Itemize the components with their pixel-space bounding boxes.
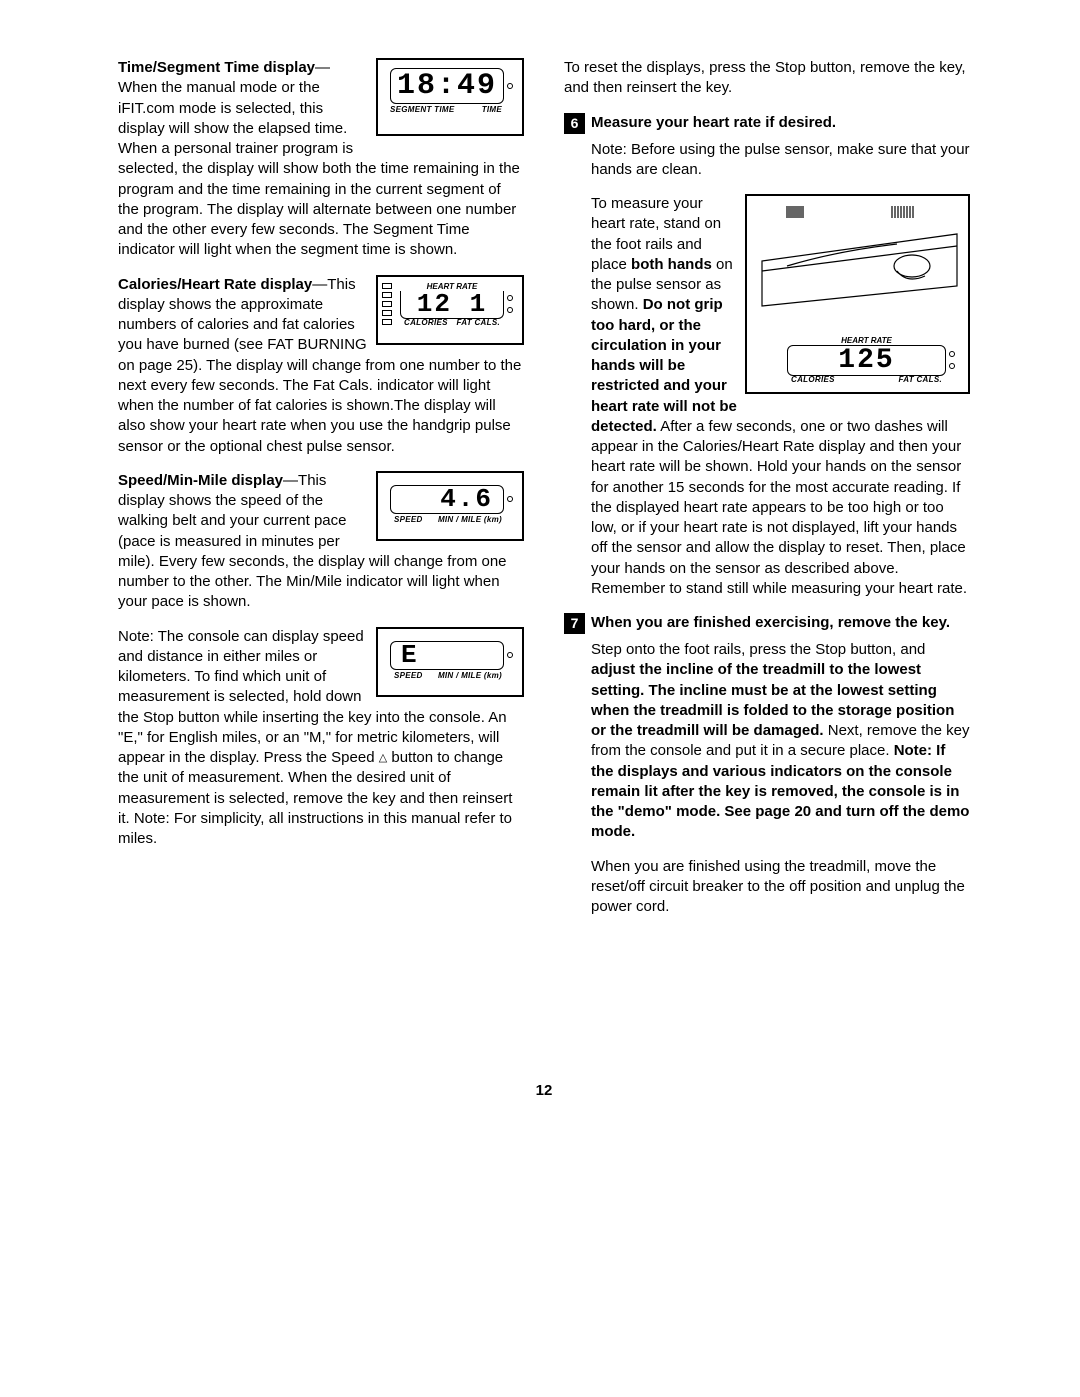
s6-both-hands: both hands — [631, 256, 712, 273]
time-cap-left: SEGMENT TIME — [390, 106, 455, 114]
cal-heading: Calories/Heart Rate display — [118, 276, 312, 293]
hr-cap-right: FAT CALS. — [899, 376, 942, 384]
time-heading: Time/Segment Time display — [118, 59, 315, 76]
two-column-layout: 18:49 SEGMENT TIME TIME Time/Segment Tim… — [118, 58, 970, 931]
unit-display-figure: E SPEED MIN / MILE (km) — [376, 627, 524, 697]
step-7-p1: Step onto the foot rails, press the Stop… — [591, 640, 970, 843]
cal-cap-left: CALORIES — [404, 319, 448, 327]
step-6-note: Note: Before using the pulse sensor, mak… — [591, 140, 970, 181]
step-7-title: When you are finished exercising, remove… — [591, 613, 970, 633]
step-6-body: Note: Before using the pulse sensor, mak… — [564, 140, 970, 600]
unit-cap-right: MIN / MILE (km) — [438, 672, 502, 680]
page-number: 12 — [118, 1081, 970, 1101]
hr-lcd-value: 125 — [792, 348, 941, 373]
unit-lcd-value: E — [395, 644, 499, 667]
unit-cap-left: SPEED — [394, 672, 423, 680]
step-6-main: HEART RATE 125 CALORIES FAT CALS. — [591, 194, 970, 599]
speed-heading: Speed/Min-Mile display — [118, 472, 283, 489]
speed-cap-left: SPEED — [394, 516, 423, 524]
time-lcd-value: 18:49 — [395, 71, 499, 101]
speed-lcd-value: 4.6 — [395, 488, 499, 511]
speed-display-figure: 4.6 SPEED MIN / MILE (km) — [376, 471, 524, 541]
hr-cap-left: CALORIES — [791, 376, 835, 384]
time-cap-right: TIME — [482, 106, 502, 114]
s6-tail: After a few seconds, one or two dashes w… — [591, 418, 967, 597]
triangle-icon: △ — [379, 752, 387, 764]
step-7-body: Step onto the foot rails, press the Stop… — [564, 640, 970, 917]
step-6-number: 6 — [564, 113, 585, 134]
cal-cap-right: FAT CALS. — [457, 319, 500, 327]
calories-section: HEART RATE 12 1 CALORIES FAT CALS. Calor… — [118, 275, 524, 457]
time-section: 18:49 SEGMENT TIME TIME Time/Segment Tim… — [118, 58, 524, 261]
unit-note-section: E SPEED MIN / MILE (km) Note: The consol… — [118, 627, 524, 850]
speed-section: 4.6 SPEED MIN / MILE (km) Speed/Min-Mile… — [118, 471, 524, 613]
hr-cap-top: HEART RATE — [787, 337, 946, 345]
heart-rate-figure: HEART RATE 125 CALORIES FAT CALS. — [745, 194, 970, 394]
step-6-title: Measure your heart rate if desired. — [591, 113, 970, 133]
time-display-figure: 18:49 SEGMENT TIME TIME — [376, 58, 524, 136]
s7-lead: Step onto the foot rails, press the Stop… — [591, 641, 925, 658]
left-column: 18:49 SEGMENT TIME TIME Time/Segment Tim… — [118, 58, 524, 931]
s6-donot: Do not grip too hard, or the circulation… — [591, 296, 737, 435]
step-7-number: 7 — [564, 613, 585, 634]
step-7-p2: When you are finished using the treadmil… — [591, 857, 970, 918]
step-7-header: 7 When you are finished exercising, remo… — [564, 613, 970, 634]
right-column: To reset the displays, press the Stop bu… — [564, 58, 970, 931]
reset-paragraph: To reset the displays, press the Stop bu… — [564, 58, 970, 99]
calories-display-figure: HEART RATE 12 1 CALORIES FAT CALS. — [376, 275, 524, 345]
cal-lcd-value: 12 1 — [405, 293, 499, 316]
speed-cap-right: MIN / MILE (km) — [438, 516, 502, 524]
step-6-header: 6 Measure your heart rate if desired. — [564, 113, 970, 134]
